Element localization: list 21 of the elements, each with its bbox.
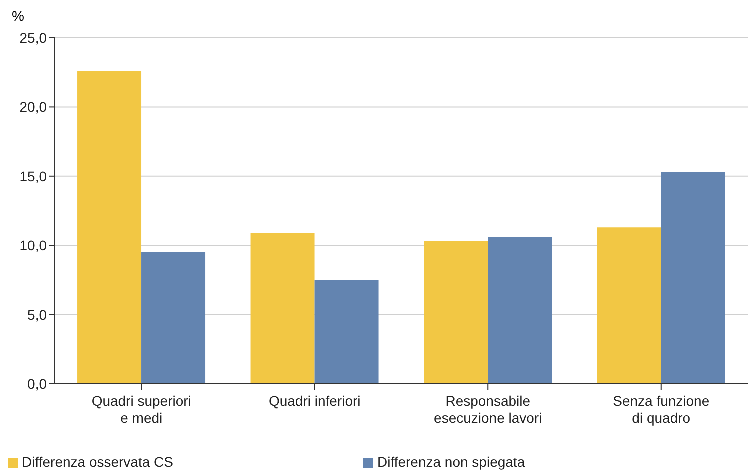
x-tick-label: Quadri superiori e medi [92,393,192,426]
bar [314,280,379,384]
x-tick-label: Responsabile esecuzione lavori [434,393,542,426]
bar [661,172,726,384]
y-tick-label: 25,0 [20,30,48,46]
bar [78,71,142,384]
legend-label: Differenza osservata CS [22,454,174,470]
legend-label: Differenza non spiegata [377,454,526,470]
y-tick-label: 5,0 [28,306,48,323]
y-tick-label: 20,0 [20,99,48,116]
bar [250,233,315,384]
x-tick-label: Quadri inferiori [268,393,361,409]
bar [424,241,488,384]
bar [488,237,552,384]
y-axis-title: % [12,8,24,24]
x-tick-label: Senza funzione di quadro [613,393,710,426]
y-tick-label: 10,0 [20,238,48,254]
bar [142,252,206,384]
bar [597,228,662,384]
y-tick-label: 0,0 [28,376,48,392]
y-tick-label: 15,0 [20,168,48,184]
